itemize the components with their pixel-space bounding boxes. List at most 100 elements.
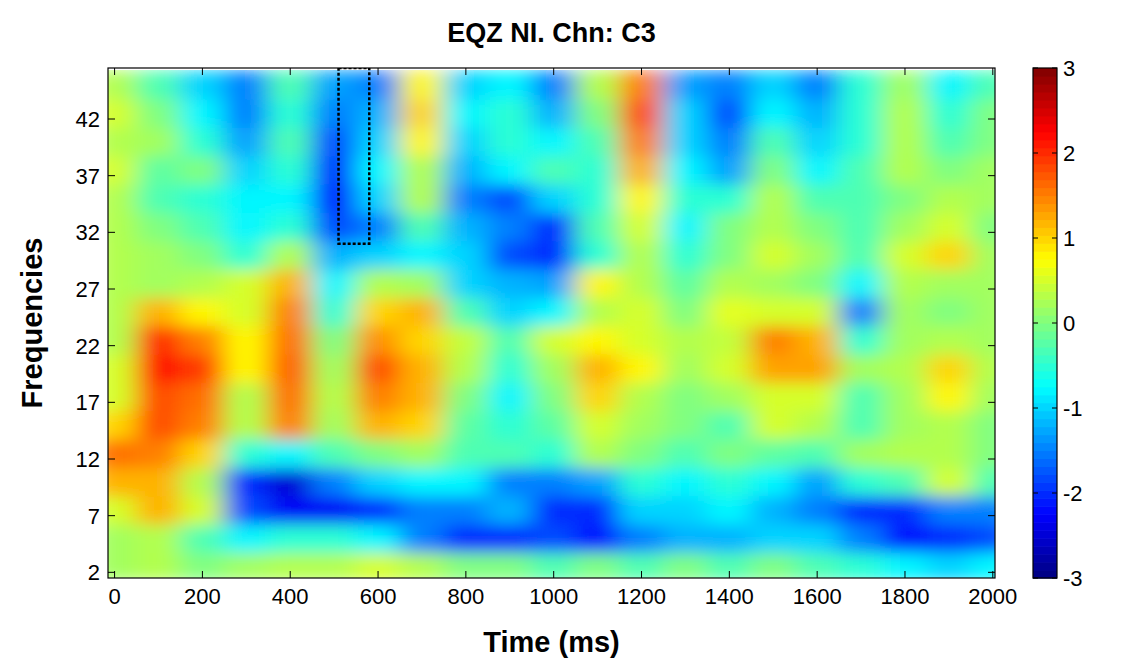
colorbar-step	[1033, 188, 1057, 197]
x-tick-label: 200	[184, 584, 221, 609]
heat-cell	[180, 495, 225, 524]
heat-cell	[136, 127, 181, 156]
heat-cell	[795, 439, 840, 468]
heat-cell	[883, 382, 928, 411]
colorbar-step	[1033, 307, 1057, 316]
heat-cell	[180, 155, 225, 184]
heat-cell	[312, 467, 357, 496]
heat-cell	[970, 155, 995, 184]
x-tick	[817, 571, 818, 578]
colorbar-step	[1033, 275, 1057, 284]
heat-cell	[531, 325, 576, 354]
heat-cell	[487, 325, 532, 354]
plot-area	[108, 68, 995, 578]
heat-cell	[400, 410, 445, 439]
colorbar-step	[1033, 498, 1057, 507]
heat-cell	[224, 439, 269, 468]
heat-cell	[619, 212, 664, 241]
heat-cell	[575, 552, 620, 578]
heat-cell	[136, 155, 181, 184]
heat-cell	[883, 184, 928, 213]
heat-cell	[531, 127, 576, 156]
heat-cell	[707, 439, 752, 468]
colorbar-step	[1033, 291, 1057, 300]
x-tick-label: 1000	[529, 584, 578, 609]
colorbar-tick	[1033, 578, 1038, 579]
title: EQZ NI. Chn: C3	[447, 18, 656, 48]
colorbar-step	[1033, 283, 1057, 292]
heat-cell	[443, 240, 488, 269]
colorbar-tick	[1033, 238, 1038, 239]
heat-cell	[707, 240, 752, 269]
heat-cell	[970, 524, 995, 553]
x-tick	[992, 68, 993, 75]
heat-cell	[883, 240, 928, 269]
x-tick	[290, 571, 291, 578]
heat-cell	[926, 269, 971, 298]
heat-cell	[268, 155, 313, 184]
heat-cell	[883, 325, 928, 354]
colorbar-step	[1033, 435, 1057, 444]
heat-cell	[224, 552, 269, 578]
heat-cell	[356, 184, 401, 213]
heat-cell	[312, 269, 357, 298]
heat-cell	[268, 325, 313, 354]
x-tick	[553, 571, 554, 578]
colorbar-step	[1033, 235, 1057, 244]
heat-cell	[707, 269, 752, 298]
y-tick	[988, 232, 995, 233]
heat-cell	[487, 467, 532, 496]
heat-cell	[751, 439, 796, 468]
heat-cell	[224, 184, 269, 213]
heat-cell	[926, 297, 971, 326]
colorbar-tick	[1033, 153, 1038, 154]
heat-cell	[575, 269, 620, 298]
heat-cell	[400, 552, 445, 578]
heat-cell	[180, 212, 225, 241]
colorbar-tick-label: -1	[1063, 396, 1083, 421]
colorbar-step	[1033, 363, 1057, 372]
heat-cell	[619, 439, 664, 468]
heat-cell	[356, 240, 401, 269]
y-tick-label: 7	[88, 504, 100, 529]
heat-cell	[268, 467, 313, 496]
heat-cell	[268, 552, 313, 578]
heat-cell	[400, 382, 445, 411]
heat-cell	[707, 467, 752, 496]
heat-cell	[795, 382, 840, 411]
heat-cell	[751, 70, 796, 99]
heat-cell	[268, 439, 313, 468]
heat-cell	[356, 495, 401, 524]
heat-cell	[180, 184, 225, 213]
y-tick	[108, 232, 115, 233]
heat-cell	[795, 99, 840, 128]
heat-cell	[970, 70, 995, 99]
heat-cell	[795, 354, 840, 383]
x-tick-label: 1600	[793, 584, 842, 609]
colorbar-tick	[1052, 238, 1057, 239]
heat-cell	[663, 495, 708, 524]
x-tick-label: 800	[448, 584, 485, 609]
colorbar-step	[1033, 490, 1057, 499]
y-tick-label: 42	[76, 107, 100, 132]
heat-cell	[356, 410, 401, 439]
heat-cell	[531, 410, 576, 439]
heat-cell	[108, 382, 137, 411]
heat-cell	[707, 524, 752, 553]
heat-cell	[926, 467, 971, 496]
heat-cell	[575, 297, 620, 326]
heat-cell	[926, 212, 971, 241]
heat-cell	[487, 382, 532, 411]
heat-cell	[839, 212, 884, 241]
heat-cell	[619, 467, 664, 496]
heat-cell	[839, 382, 884, 411]
heat-cell	[575, 410, 620, 439]
heat-cell	[400, 325, 445, 354]
heat-cell	[663, 552, 708, 578]
heat-cell	[619, 99, 664, 128]
heat-cell	[312, 382, 357, 411]
x-tick-label: 600	[360, 584, 397, 609]
heat-cell	[883, 212, 928, 241]
y-tick	[108, 289, 115, 290]
heat-cell	[883, 297, 928, 326]
